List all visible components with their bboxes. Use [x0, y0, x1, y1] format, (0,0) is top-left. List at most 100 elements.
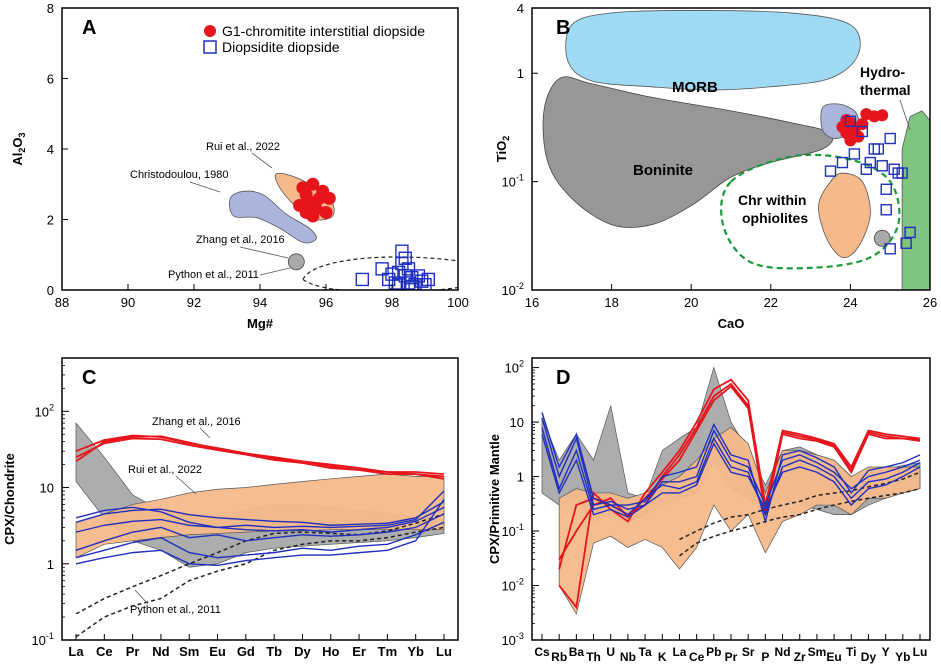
series-c-5 [75, 513, 445, 552]
g1-point-a-11 [322, 191, 336, 205]
field-zhang-b [873, 229, 891, 247]
label-boninite: Boninite [633, 162, 693, 179]
label-morb: MORB [672, 79, 718, 96]
dashed-d-0 [679, 487, 921, 557]
dio-point-a-4 [388, 276, 402, 290]
g1-point-a-7 [319, 205, 333, 219]
ylabel-b: TiO2 [494, 136, 511, 162]
label-python-c: Python et al., 2011 [130, 604, 221, 616]
label-python-a: Python et al., 2011 [168, 269, 259, 281]
label-chr-1: Chr within [738, 192, 806, 208]
panel-c-fields [75, 422, 445, 638]
xtick-label-c-7: Tb [266, 644, 282, 659]
series-d-1 [558, 378, 921, 610]
xtick-label-d-0: Cs [534, 645, 550, 659]
field-boninite [542, 76, 834, 228]
xtick-label-d-9: Ce [689, 650, 705, 664]
dio-point-a-17 [398, 251, 412, 265]
dio-point-a-15 [418, 278, 432, 290]
xtick-label-d-3: Th [586, 650, 601, 664]
legend-diopsidite-label: Diopsidite diopside [222, 39, 340, 55]
ytick-label-a-2: 2 [47, 213, 54, 228]
dio-point-b-4 [856, 125, 869, 138]
ytick-label-c-1: 1 [47, 557, 54, 572]
ytick-label-d-2: 10-1 [501, 522, 524, 539]
xtick-label-d-12: Sr [742, 645, 755, 659]
g1-point-b-10 [840, 114, 853, 127]
ytick-label-a-4: 4 [47, 142, 54, 157]
ytick-label-a-6: 6 [47, 72, 54, 87]
ytick-label-d-5: 102 [504, 359, 524, 376]
dio-point-b-18 [904, 226, 916, 239]
g1-point-a-10 [306, 209, 320, 223]
xtick-label-c-13: Lu [436, 644, 452, 659]
series-c-7 [75, 498, 445, 567]
xtick-label-c-5: Eu [209, 644, 226, 659]
xtick-label-d-14: Nd [775, 645, 791, 659]
xtick-label-c-11: Tm [378, 644, 398, 659]
xtick-label-d-10: Pb [706, 645, 721, 659]
xtick-label-a-88: 88 [55, 295, 69, 310]
field-chr-ophiolites [720, 153, 901, 270]
series-d-2 [558, 385, 921, 560]
xtick-label-b-24: 24 [843, 295, 857, 310]
series-d-5 [541, 412, 921, 525]
ytick-label-a-0: 0 [47, 283, 54, 298]
ylabel-c: CPX/Chondrite [2, 453, 17, 545]
label-christo: Christodoulou, 1980 [130, 169, 228, 181]
leader-rui-c [175, 475, 197, 495]
dio-point-a-7 [395, 244, 409, 258]
xtick-label-a-100: 100 [447, 295, 469, 310]
ytick-label-c-0: 10-1 [31, 631, 54, 648]
label-rui-c: Rui et al., 2022 [128, 464, 202, 476]
label-zhang-a: Zhang et al., 2016 [196, 234, 285, 246]
xtick-label-d-2: Ba [569, 645, 585, 659]
dio-point-a-18 [405, 279, 419, 290]
field-morb [565, 10, 861, 91]
dio-point-b-5 [860, 163, 873, 175]
dio-point-b-6 [864, 156, 876, 169]
dio-point-a-9 [401, 262, 416, 276]
ytick-label-c-3: 102 [34, 402, 54, 419]
xtick-label-d-15: Zr [794, 650, 806, 664]
field-christodoulou-a [229, 190, 317, 244]
label-chr-2: ophiolites [742, 210, 808, 226]
legend-g1-label: G1-chromitite interstitial diopside [222, 23, 425, 39]
dio-point-b-3 [848, 148, 861, 160]
xtick-label-d-5: Nb [620, 650, 636, 664]
series-d-6 [541, 433, 921, 518]
dio-point-b-13 [888, 163, 900, 175]
xlabel-a: Mg# [247, 316, 274, 331]
panel-a-letter: A [82, 17, 96, 39]
xtick-label-c-10: Er [352, 644, 366, 659]
ytick-label-b-0: 10-2 [501, 281, 524, 298]
leader-hydro [899, 99, 911, 131]
xtick-label-d-19: Dy [861, 650, 877, 664]
g1-point-b-9 [876, 109, 889, 122]
xtick-label-a-92: 92 [187, 295, 201, 310]
leader-zhang-c [199, 427, 211, 439]
dio-point-b-11 [880, 204, 892, 216]
xtick-label-d-7: K [658, 650, 667, 664]
xtick-label-d-1: Rb [551, 650, 567, 664]
xtick-label-d-16: Sm [808, 645, 827, 659]
xtick-label-d-18: Ti [846, 645, 856, 659]
ylabel-a: Al2O3 [10, 132, 27, 165]
xtick-label-d-11: Pr [725, 650, 738, 664]
panel-a: 88 90 92 94 96 98 100 0 2 4 6 8 Mg# Al2O3 A G1-chromi… [10, 1, 469, 331]
series-c-2 [75, 435, 445, 475]
legend-diopsidite-marker [203, 40, 217, 54]
xtick-label-c-6: Gd [237, 644, 255, 659]
panel-d: Cs Rb Ba Th U Nb Ta K La Ce Pb Pr Sr P Nd Zr Sm Eu Ti Dy Y Yb… [487, 357, 931, 664]
leader-zhang-a [239, 246, 289, 259]
panel-a-fields [229, 172, 458, 290]
label-zhang-c: Zhang et al., 2016 [152, 416, 241, 428]
field-hydrothermal [901, 110, 930, 290]
series-c-4 [75, 506, 445, 533]
dio-point-b-15 [896, 167, 908, 179]
dio-point-b-7 [868, 143, 880, 155]
xtick-label-d-4: U [606, 645, 615, 659]
xtick-label-c-3: Nd [152, 644, 169, 659]
ytick-label-b-3: 4 [517, 1, 524, 16]
